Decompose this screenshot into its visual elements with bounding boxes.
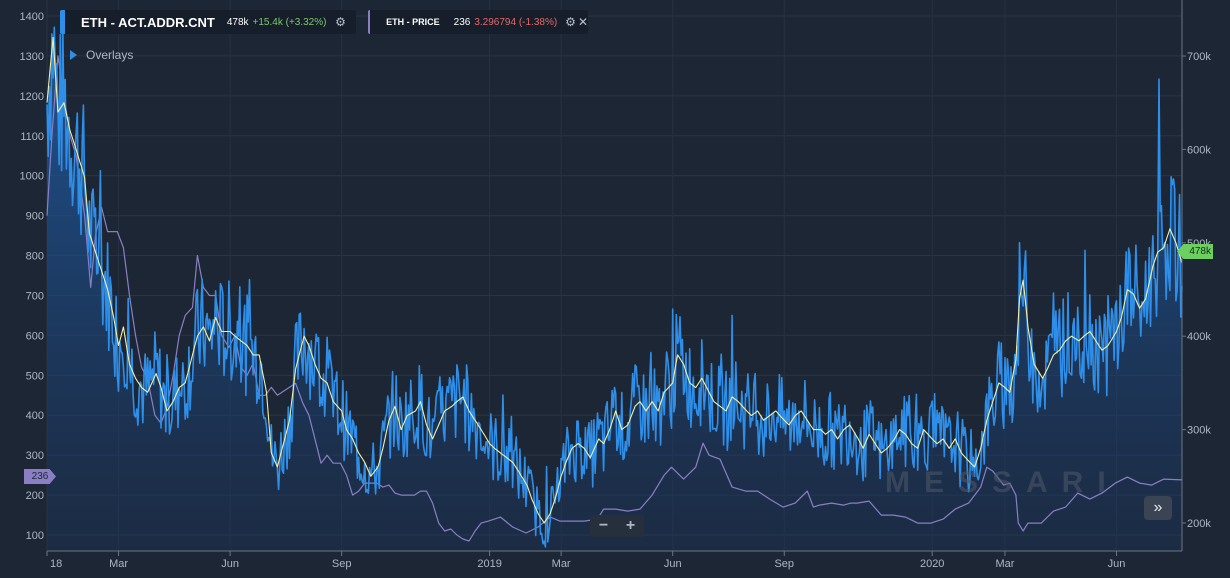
address-average-line <box>46 36 1183 524</box>
gear-icon[interactable]: ⚙ <box>565 15 576 29</box>
x-tick-label: Jun <box>1108 558 1126 570</box>
axes <box>47 0 1183 552</box>
x-tick-label: 2020 <box>920 558 944 570</box>
price-series <box>46 55 1183 542</box>
y-left-tick-label: 1200 <box>20 91 44 103</box>
x-tick-label: Mar <box>552 558 571 570</box>
zoom-controls: − + <box>590 515 644 537</box>
x-tick-label: Mar <box>995 558 1014 570</box>
x-tick-label: Jun <box>221 558 239 570</box>
y-left-tick-label: 500 <box>26 370 44 382</box>
x-tick-label: 2019 <box>477 558 501 570</box>
y-left-tick-label: 1000 <box>20 171 44 183</box>
y-right-tick-label: 400k <box>1187 331 1211 343</box>
legend-primary[interactable]: ETH - ACT.ADDR.CNT 478k +15.4k (+3.32%) … <box>60 10 356 34</box>
legend-secondary-swatch <box>368 10 371 34</box>
y-left-tick-label: 1400 <box>20 11 44 23</box>
overlays-toggle[interactable]: Overlays <box>70 48 133 62</box>
zoom-in-button[interactable]: + <box>625 517 636 534</box>
y-left-tick-label: 400 <box>26 410 44 422</box>
address-area <box>47 27 1182 551</box>
x-tick-label: Sep <box>774 558 794 570</box>
y-left-tick-label: 800 <box>26 251 44 263</box>
y-right-tick-label: 200k <box>1187 518 1211 530</box>
legend-secondary[interactable]: ETH - PRICE 236 3.296794 (-1.38%) ⚙ ✕ <box>368 10 588 34</box>
y-left-tick-label: 600 <box>26 330 44 342</box>
scroll-to-latest-button[interactable]: » <box>1144 496 1172 520</box>
zoom-out-button[interactable]: − <box>598 517 609 534</box>
address-series <box>46 26 1183 548</box>
x-tick-label: 18 <box>50 558 62 570</box>
legend-primary-change: +15.4k (+3.32%) <box>252 16 327 28</box>
x-tick-label: Jun <box>664 558 682 570</box>
x-axis-ticks: 18 Mar Jun Sep 2019 Mar Jun Sep 2020 Mar Jun <box>46 551 1126 570</box>
price-current-tag: 236 <box>24 469 56 484</box>
y-right-tick-label: 600k <box>1187 144 1211 156</box>
legend-primary-value: 478k <box>226 16 249 28</box>
x-tick-label: Sep <box>332 558 352 570</box>
y-left-tick-label: 1300 <box>20 51 44 63</box>
overlays-label: Overlays <box>86 48 134 62</box>
x-tick-label: Mar <box>109 558 128 570</box>
legend-secondary-value: 236 <box>453 16 471 28</box>
y-left-tick-label: 1100 <box>20 131 44 143</box>
address-line <box>46 26 1183 548</box>
y-right-tick-label: 700k <box>1187 51 1211 63</box>
address-moving-average <box>46 36 1183 524</box>
gear-icon[interactable]: ⚙ <box>335 15 346 29</box>
y-axis-left-ticks: 100 200 300 400 500 600 700 800 900 1000 1100 1200 1… <box>20 11 44 542</box>
y-left-tick-label: 700 <box>26 290 44 302</box>
y-left-tick-label: 200 <box>26 490 44 502</box>
legend-primary-title: ETH - ACT.ADDR.CNT <box>81 14 215 30</box>
price-line <box>46 55 1183 542</box>
y-left-tick-label: 900 <box>26 211 44 223</box>
y-left-tick-label: 100 <box>26 530 44 542</box>
watermark: MESSARI <box>885 466 1120 499</box>
legend-secondary-title: ETH - PRICE <box>386 17 440 27</box>
legend-secondary-change: 3.296794 (-1.38%) <box>474 16 558 28</box>
address-current-tag: 478k <box>1177 244 1213 259</box>
legend-primary-swatch <box>60 10 65 34</box>
close-icon[interactable]: ✕ <box>577 15 588 29</box>
play-triangle-icon <box>70 50 77 60</box>
y-right-tick-label: 300k <box>1187 425 1211 437</box>
y-left-tick-label: 300 <box>26 450 44 462</box>
address-area-fill <box>47 27 1182 551</box>
